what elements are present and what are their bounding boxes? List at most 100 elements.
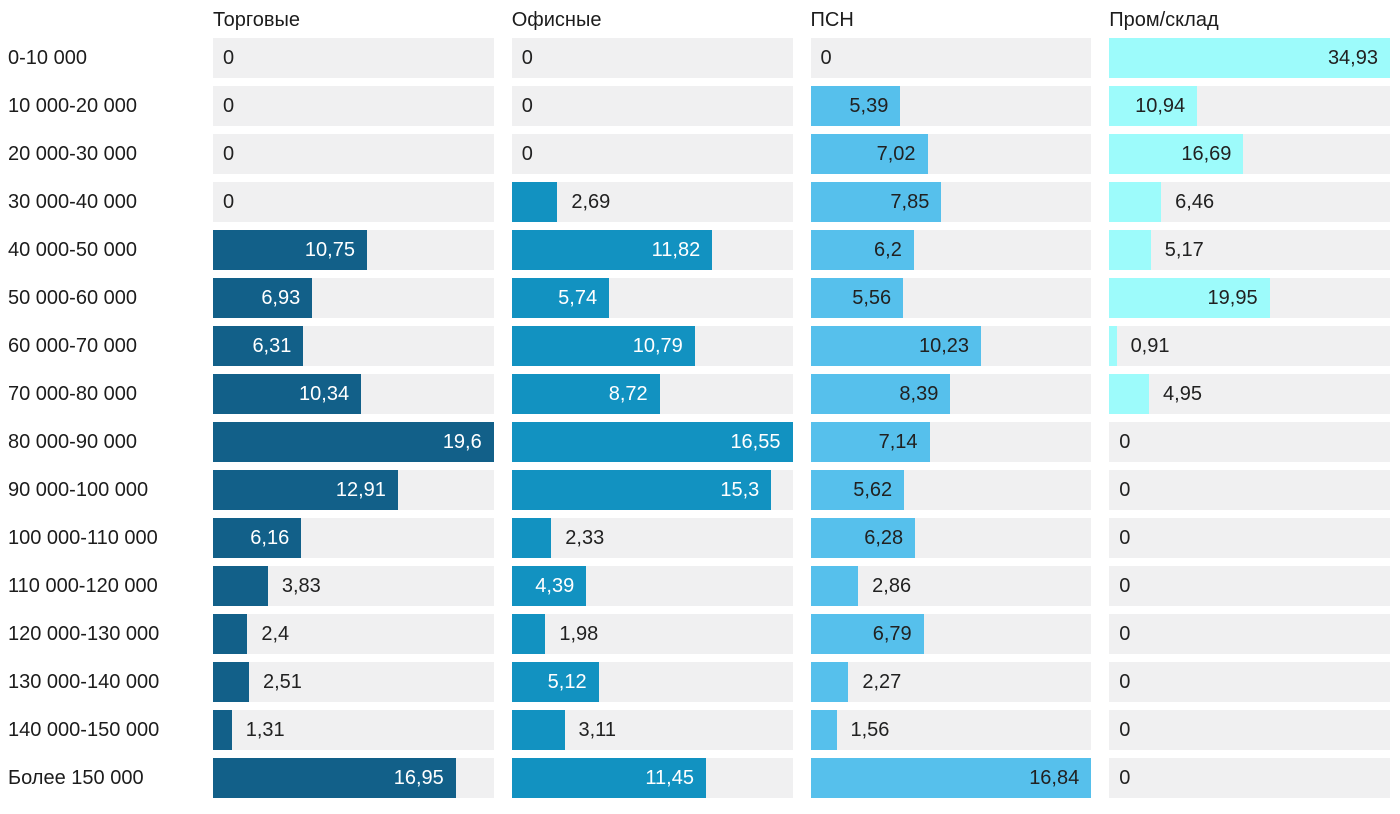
bar	[511, 614, 546, 654]
bar	[1109, 182, 1162, 222]
bar-value-label: 12,91	[335, 479, 386, 501]
table-row: 50 000-60 000 6,93 5,74 5,56 19,95	[8, 278, 1390, 318]
bar-track: 5,56	[810, 278, 1092, 318]
bar-value-label: 1,56	[850, 719, 890, 741]
bar-value-label: 5,74	[558, 287, 598, 309]
bar-track: 6,16	[213, 518, 494, 558]
bar: 5,56	[810, 278, 904, 318]
bar-value-label: 19,95	[1207, 287, 1258, 309]
bar: 7,14	[810, 422, 930, 462]
bar-track: 3,83	[213, 566, 494, 606]
bar-track: 15,3	[511, 470, 793, 510]
bar-track: 19,6	[213, 422, 494, 462]
bar	[511, 518, 552, 558]
bar-track: 5,74	[511, 278, 793, 318]
table-row: 30 000-40 000 0 2,69 7,85 6,46	[8, 182, 1390, 222]
bar-track: 0	[1109, 566, 1390, 606]
bar-track: 16,55	[511, 422, 793, 462]
bar-value-label: 5,12	[547, 671, 587, 693]
bar-track: 10,34	[213, 374, 494, 414]
bar-value-label: 1,98	[559, 623, 599, 645]
bar-track: 0	[213, 182, 494, 222]
bar-value-label: 0	[820, 47, 832, 69]
bar-track: 10,75	[213, 230, 494, 270]
table-row: 80 000-90 000 19,6 16,55 7,14 0	[8, 422, 1390, 462]
bar-track: 3,11	[511, 710, 793, 750]
bar-track: 4,39	[511, 566, 793, 606]
bar	[810, 710, 837, 750]
bar-track: 7,14	[810, 422, 1092, 462]
bar-value-label: 6,31	[252, 335, 292, 357]
bar: 5,39	[810, 86, 901, 126]
chart-rows: 0-10 000 0 0 0 34,93 10 000-20 000 0 0 5,39 10,94…	[8, 38, 1390, 798]
bar-track: 10,23	[810, 326, 1092, 366]
bar	[810, 566, 859, 606]
bar-value-label: 2,86	[872, 575, 912, 597]
bar-value-label: 0	[1119, 671, 1131, 693]
bar	[213, 566, 268, 606]
bar	[213, 662, 249, 702]
bar-value-label: 2,27	[862, 671, 902, 693]
row-label: 20 000-30 000	[8, 142, 138, 165]
row-label: Более 150 000	[8, 766, 144, 789]
bar: 5,74	[511, 278, 610, 318]
bar: 10,34	[213, 374, 362, 414]
row-label: 140 000-150 000	[8, 718, 160, 741]
bar-track: 0	[511, 38, 793, 78]
row-label: 100 000-110 000	[8, 526, 158, 549]
bar-value-label: 0,91	[1130, 335, 1170, 357]
bar	[1109, 326, 1117, 366]
bar: 11,45	[511, 758, 706, 798]
bar-track: 0	[1109, 662, 1390, 702]
bar	[1109, 374, 1150, 414]
bar: 8,39	[810, 374, 951, 414]
bar-value-label: 0	[521, 95, 533, 117]
bar-track: 1,56	[810, 710, 1092, 750]
bar-track: 0	[810, 38, 1092, 78]
bar-track: 0	[511, 86, 793, 126]
bar: 6,16	[213, 518, 302, 558]
bar-value-label: 0	[1119, 575, 1131, 597]
bar: 11,82	[511, 230, 713, 270]
bar-value-label: 7,85	[890, 191, 930, 213]
bar-value-label: 2,69	[571, 191, 611, 213]
bar-track: 2,86	[810, 566, 1092, 606]
bar-track: 1,98	[511, 614, 793, 654]
bar: 16,84	[810, 758, 1092, 798]
bar-track: 0	[1109, 518, 1390, 558]
bar-value-label: 8,39	[899, 383, 939, 405]
table-row: 0-10 000 0 0 0 34,93	[8, 38, 1390, 78]
bar-track: 10,94	[1109, 86, 1390, 126]
bar-value-label: 10,94	[1135, 95, 1186, 117]
bar-track: 16,84	[810, 758, 1092, 798]
bar: 16,95	[213, 758, 456, 798]
bar-value-label: 5,17	[1164, 239, 1204, 261]
bar-track: 0,91	[1109, 326, 1390, 366]
bar-track: 0	[213, 86, 494, 126]
bar-value-label: 0	[521, 143, 533, 165]
bar-value-label: 6,93	[261, 287, 301, 309]
row-label: 110 000-120 000	[8, 574, 158, 597]
bar-value-label: 10,75	[304, 239, 355, 261]
table-row: 40 000-50 000 10,75 11,82 6,2 5,17	[8, 230, 1390, 270]
bar: 10,94	[1109, 86, 1198, 126]
bar-track: 16,95	[213, 758, 494, 798]
bar: 6,79	[810, 614, 924, 654]
table-row: 130 000-140 000 2,51 5,12 2,27 0	[8, 662, 1390, 702]
bar-track: 19,95	[1109, 278, 1390, 318]
column-header-ofisnye: Офисные	[511, 9, 602, 31]
table-row: 100 000-110 000 6,16 2,33 6,28 0	[8, 518, 1390, 558]
bar-value-label: 0	[223, 191, 235, 213]
row-label: 40 000-50 000	[8, 238, 138, 261]
bar-value-label: 10,34	[299, 383, 350, 405]
bar	[1109, 230, 1151, 270]
bar-value-label: 0	[1119, 431, 1131, 453]
bar-track: 8,72	[511, 374, 793, 414]
bar: 34,93	[1109, 38, 1390, 78]
bar-value-label: 19,6	[442, 431, 482, 453]
bar-value-label: 34,93	[1327, 47, 1378, 69]
bar-value-label: 11,45	[645, 767, 694, 789]
row-label: 10 000-20 000	[8, 94, 138, 117]
bar-value-label: 5,56	[852, 287, 892, 309]
